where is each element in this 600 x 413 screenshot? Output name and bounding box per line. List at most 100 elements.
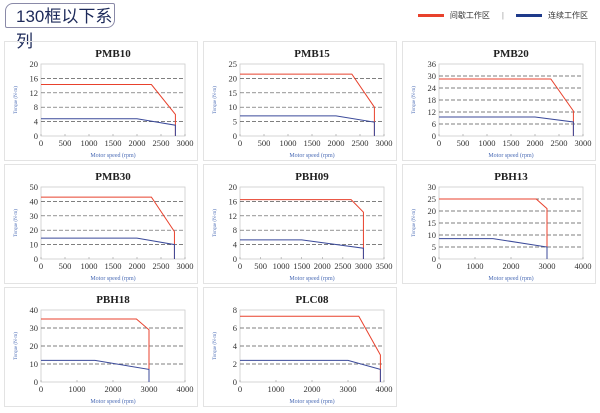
x-tick-label: 2000 <box>328 138 345 148</box>
y-tick-label: 20 <box>428 206 437 216</box>
chart-panel-pmb10: PMB10 0 4 8 12 16 20 0 500 1000 1500 2000 2500 3000 Mo… <box>4 41 198 161</box>
chart-panel-pmb15: PMB15 0 5 10 15 20 25 0 500 1000 1500 2000 2500 3000 M… <box>203 41 397 161</box>
x-axis-label: Motor speed (rpm) <box>289 275 334 282</box>
chart: PLC08 0 2 4 6 8 0 1000 2000 3000 4000 Motor speed (… <box>213 294 393 405</box>
y-tick-label: 8 <box>233 305 237 315</box>
x-tick-label: 500 <box>258 138 271 148</box>
chart-panel-pbh13: PBH13 0 5 10 15 20 25 30 0 1000 2000 3000 4000 Motor … <box>402 164 596 284</box>
y-tick-label: 30 <box>30 211 39 221</box>
x-tick-label: 4000 <box>376 384 393 394</box>
intermittent-curve <box>439 198 548 259</box>
y-tick-label: 20 <box>30 225 39 235</box>
continuous-curve <box>240 359 381 382</box>
x-tick-label: 3000 <box>177 261 194 271</box>
intermittent-curve <box>41 196 175 259</box>
y-tick-label: 6 <box>432 119 436 129</box>
x-tick-label: 1500 <box>304 138 321 148</box>
x-axis-label: Motor speed (rpm) <box>289 152 334 159</box>
x-tick-label: 1500 <box>503 138 520 148</box>
y-tick-label: 2 <box>233 359 237 369</box>
y-tick-label: 20 <box>30 59 39 69</box>
continuous-curve <box>41 359 150 382</box>
x-tick-label: 0 <box>437 261 441 271</box>
x-tick-label: 500 <box>457 138 470 148</box>
plot-frame <box>239 186 385 260</box>
x-tick-label: 500 <box>59 138 72 148</box>
y-tick-label: 10 <box>30 359 39 369</box>
y-tick-label: 15 <box>229 88 238 98</box>
x-tick-label: 1000 <box>268 384 285 394</box>
chart-title: PBH18 <box>96 294 130 306</box>
x-tick-label: 1500 <box>293 261 310 271</box>
x-tick-label: 2500 <box>352 138 369 148</box>
x-tick-label: 3000 <box>355 261 372 271</box>
y-tick-label: 4 <box>233 341 238 351</box>
y-tick-label: 20 <box>30 341 39 351</box>
y-axis-label: Torque (N·m) <box>412 86 417 114</box>
y-tick-label: 30 <box>30 323 39 333</box>
x-tick-label: 1000 <box>81 261 98 271</box>
y-tick-label: 8 <box>34 102 38 112</box>
x-tick-label: 0 <box>39 384 43 394</box>
y-tick-label: 36 <box>428 59 437 69</box>
continuous-curve <box>41 118 176 136</box>
continuous-curve <box>240 115 375 136</box>
y-tick-label: 15 <box>428 218 437 228</box>
y-tick-label: 50 <box>30 182 39 192</box>
y-tick-label: 10 <box>428 230 437 240</box>
y-tick-label: 25 <box>428 194 437 204</box>
x-tick-label: 500 <box>254 261 267 271</box>
chart: PBH09 0 4 8 12 16 20 0 500 1000 1500 2000 2500 3000 35… <box>213 171 393 282</box>
x-tick-label: 3000 <box>340 384 357 394</box>
chart-title: PBH13 <box>494 171 528 183</box>
x-tick-label: 4000 <box>177 384 194 394</box>
chart-panel-plc08: PLC08 0 2 4 6 8 0 1000 2000 3000 4000 Motor speed (… <box>203 287 397 407</box>
chart-title: PMB10 <box>95 48 131 60</box>
chart-panel-pmb30: PMB30 0 10 20 30 40 50 0 500 1000 1500 2000 2500 3000… <box>4 164 198 284</box>
y-tick-label: 12 <box>428 107 437 117</box>
x-tick-label: 1000 <box>273 261 290 271</box>
x-axis-label: Motor speed (rpm) <box>90 275 135 282</box>
chart-title: PMB15 <box>294 48 330 60</box>
chart-title: PMB30 <box>95 171 131 183</box>
y-tick-label: 20 <box>229 73 238 83</box>
plot-frame <box>40 186 186 260</box>
x-tick-label: 1000 <box>280 138 297 148</box>
continuous-curve <box>439 238 548 259</box>
x-tick-label: 2000 <box>105 384 122 394</box>
x-axis-label: Motor speed (rpm) <box>488 152 533 159</box>
y-tick-label: 30 <box>428 182 437 192</box>
x-tick-label: 3000 <box>177 138 194 148</box>
y-axis-label: Torque (N·m) <box>14 86 19 114</box>
x-tick-label: 2000 <box>503 261 520 271</box>
y-tick-label: 0 <box>34 377 38 387</box>
x-tick-label: 2000 <box>129 138 146 148</box>
y-tick-label: 0 <box>233 254 237 264</box>
x-tick-label: 3000 <box>575 138 592 148</box>
continuous-curve <box>240 239 364 259</box>
plot-frame <box>239 63 385 137</box>
x-tick-label: 2500 <box>334 261 351 271</box>
y-tick-label: 0 <box>233 377 237 387</box>
x-axis-label: Motor speed (rpm) <box>289 398 334 405</box>
chart-title: PBH09 <box>295 171 329 183</box>
y-tick-label: 30 <box>428 71 437 81</box>
y-tick-label: 10 <box>229 102 238 112</box>
y-axis-label: Torque (N·m) <box>213 332 218 360</box>
intermittent-curve <box>240 199 364 259</box>
x-tick-label: 2500 <box>551 138 568 148</box>
chart-panel-pbh09: PBH09 0 4 8 12 16 20 0 500 1000 1500 2000 2500 3000 35… <box>203 164 397 284</box>
y-tick-label: 0 <box>432 131 436 141</box>
x-tick-label: 2000 <box>129 261 146 271</box>
chart-title: PMB20 <box>493 48 529 60</box>
continuous-curve <box>439 116 574 136</box>
chart-title: PLC08 <box>296 294 330 306</box>
x-tick-label: 3000 <box>376 138 393 148</box>
x-tick-label: 1000 <box>467 261 484 271</box>
y-axis-label: Torque (N·m) <box>213 86 218 114</box>
y-tick-label: 0 <box>233 131 237 141</box>
chart: PMB10 0 4 8 12 16 20 0 500 1000 1500 2000 2500 3000 Mo… <box>14 48 194 159</box>
x-tick-label: 2000 <box>314 261 331 271</box>
legend-separator: | <box>501 11 504 20</box>
x-tick-label: 1000 <box>69 384 86 394</box>
